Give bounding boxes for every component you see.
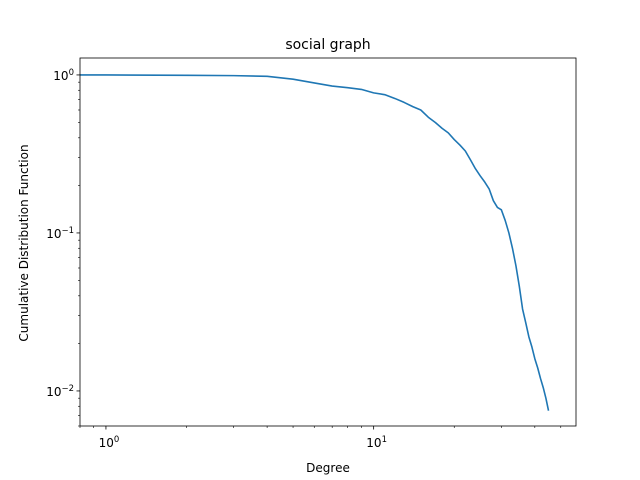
y-tick-label: 10−2 <box>46 384 74 399</box>
y-tick-label: 100 <box>53 68 74 83</box>
x-axis-label: Degree <box>306 461 350 475</box>
series-layer <box>80 74 550 411</box>
cdf-series-line <box>80 74 550 411</box>
x-tick-label: 100 <box>99 435 120 450</box>
x-tick-label: 101 <box>366 435 387 450</box>
y-axis-label: Cumulative Distribution Function <box>17 144 31 341</box>
chart-title: social graph <box>285 37 370 53</box>
y-tick-label: 10−1 <box>46 226 74 241</box>
plot-frame <box>79 57 577 427</box>
